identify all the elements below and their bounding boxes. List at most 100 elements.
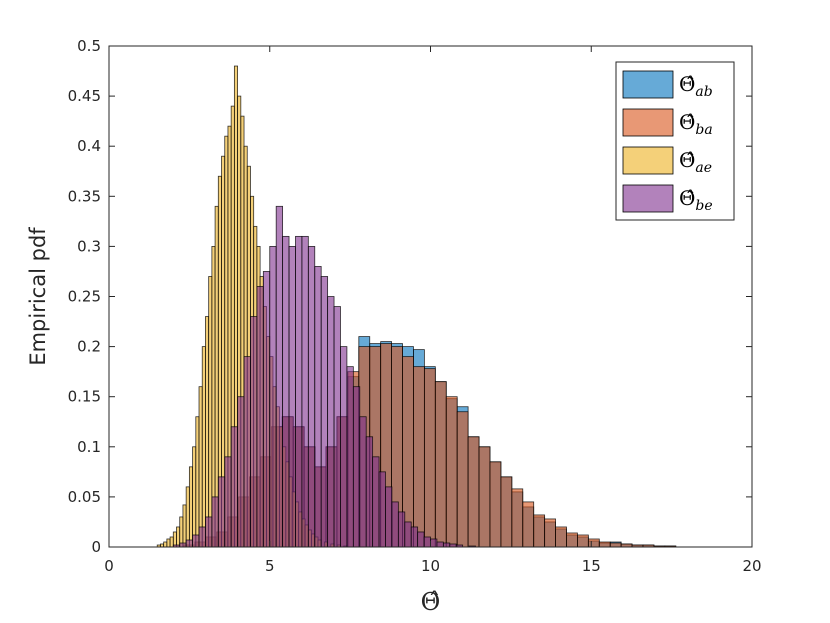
bar-ae bbox=[214, 205, 219, 548]
bar-ae bbox=[201, 346, 206, 548]
y-tick-label: 0.3 bbox=[77, 237, 101, 255]
y-tick-label: 0.15 bbox=[68, 388, 101, 406]
bar-be bbox=[442, 542, 451, 548]
bar-ba bbox=[587, 538, 600, 548]
bar-ae bbox=[176, 526, 181, 548]
x-axis-ticks: 0 5 10 15 20 bbox=[104, 46, 762, 575]
bar-be bbox=[224, 456, 232, 548]
bar-ba bbox=[609, 542, 622, 548]
bar-be bbox=[301, 235, 309, 548]
bar-ba bbox=[522, 501, 535, 548]
x-tick-label: 20 bbox=[742, 557, 761, 575]
bar-be bbox=[179, 542, 187, 548]
bar-ba bbox=[478, 446, 491, 548]
y-tick-label: 0 bbox=[91, 538, 101, 556]
bar-ae bbox=[169, 536, 174, 548]
x-tick-label: 10 bbox=[421, 557, 440, 575]
bar-ba bbox=[555, 526, 567, 548]
bar-be bbox=[275, 205, 284, 548]
bar-ba bbox=[500, 476, 513, 548]
y-tick-label: 0.35 bbox=[68, 187, 101, 205]
bar-be bbox=[352, 386, 361, 548]
bar-be bbox=[423, 536, 431, 548]
y-tick-label: 0.05 bbox=[68, 488, 101, 506]
bar-be bbox=[410, 526, 419, 548]
bar-be bbox=[327, 296, 335, 548]
bar-be bbox=[417, 531, 425, 548]
legend: Θ̂ab Θ̂ba Θ̂ae Θ̂be bbox=[615, 61, 735, 221]
bar-ba bbox=[467, 436, 480, 548]
bar-be bbox=[269, 245, 277, 548]
y-tick-label: 0.45 bbox=[68, 87, 101, 105]
bar-ae bbox=[205, 316, 210, 548]
legend-swatch-ab bbox=[622, 70, 674, 99]
legend-label-be: Θ̂be bbox=[679, 186, 713, 214]
bar-be bbox=[256, 286, 264, 548]
bar-be bbox=[333, 306, 341, 548]
bar-ba bbox=[577, 534, 589, 548]
bar-be bbox=[217, 476, 226, 548]
bar-be bbox=[250, 316, 258, 548]
bar-ba bbox=[533, 514, 546, 548]
y-axis-label: Empirical pdf bbox=[26, 227, 50, 366]
bar-ba bbox=[489, 461, 502, 548]
x-axis-label: Θ̂ bbox=[421, 588, 441, 616]
y-tick-label: 0.1 bbox=[77, 438, 101, 456]
bar-be bbox=[385, 486, 393, 548]
bar-be bbox=[359, 416, 367, 548]
legend-swatch-ae bbox=[622, 146, 674, 175]
bar-be bbox=[282, 235, 290, 548]
bar-be bbox=[230, 426, 238, 548]
bar-ba bbox=[445, 396, 458, 548]
bar-ae bbox=[192, 446, 197, 548]
bar-ba bbox=[566, 532, 578, 548]
y-tick-label: 0.25 bbox=[68, 288, 101, 306]
bar-ae bbox=[166, 538, 171, 548]
bar-be bbox=[295, 235, 303, 548]
bar-ae bbox=[195, 416, 200, 548]
legend-label-ba: Θ̂ba bbox=[679, 110, 713, 138]
bar-ae bbox=[185, 486, 190, 548]
x-tick-label: 5 bbox=[265, 557, 275, 575]
bar-ae bbox=[182, 504, 187, 548]
x-tick-label: 0 bbox=[104, 557, 114, 575]
bar-ba bbox=[423, 368, 436, 548]
bar-be bbox=[314, 266, 322, 548]
bar-ba bbox=[434, 381, 447, 548]
y-tick-label: 0.4 bbox=[77, 137, 101, 155]
bar-be bbox=[237, 396, 245, 548]
bar-be bbox=[346, 366, 354, 548]
bar-be bbox=[436, 541, 444, 548]
bar-be bbox=[198, 526, 206, 548]
bar-be bbox=[372, 456, 380, 548]
y-tick-label: 0.2 bbox=[77, 338, 101, 356]
bar-be bbox=[262, 271, 271, 548]
bar-ba bbox=[511, 488, 524, 548]
bar-be bbox=[430, 538, 438, 548]
bar-be bbox=[185, 539, 193, 548]
bar-ae bbox=[179, 516, 184, 548]
bar-be bbox=[307, 245, 316, 548]
bar-ba bbox=[598, 541, 611, 548]
bar-be bbox=[397, 511, 406, 548]
bar-be bbox=[340, 346, 348, 548]
legend-label-ab: Θ̂ab bbox=[679, 72, 713, 100]
bar-ba bbox=[544, 518, 556, 548]
y-tick-label: 0.5 bbox=[77, 37, 101, 55]
bar-ae bbox=[188, 466, 193, 548]
bar-be bbox=[365, 436, 374, 548]
bar-ae bbox=[198, 386, 203, 548]
bar-be bbox=[243, 356, 251, 548]
bar-ae bbox=[163, 541, 168, 548]
bar-ba bbox=[413, 366, 425, 548]
bar-be bbox=[320, 276, 329, 548]
bar-be bbox=[404, 521, 412, 548]
legend-swatch-ba bbox=[622, 108, 674, 137]
bar-be bbox=[205, 516, 213, 548]
histogram-bars bbox=[156, 65, 677, 548]
x-tick-label: 15 bbox=[582, 557, 601, 575]
bar-ba bbox=[456, 411, 469, 548]
bar-ae bbox=[208, 276, 213, 548]
bar-be bbox=[192, 534, 200, 548]
